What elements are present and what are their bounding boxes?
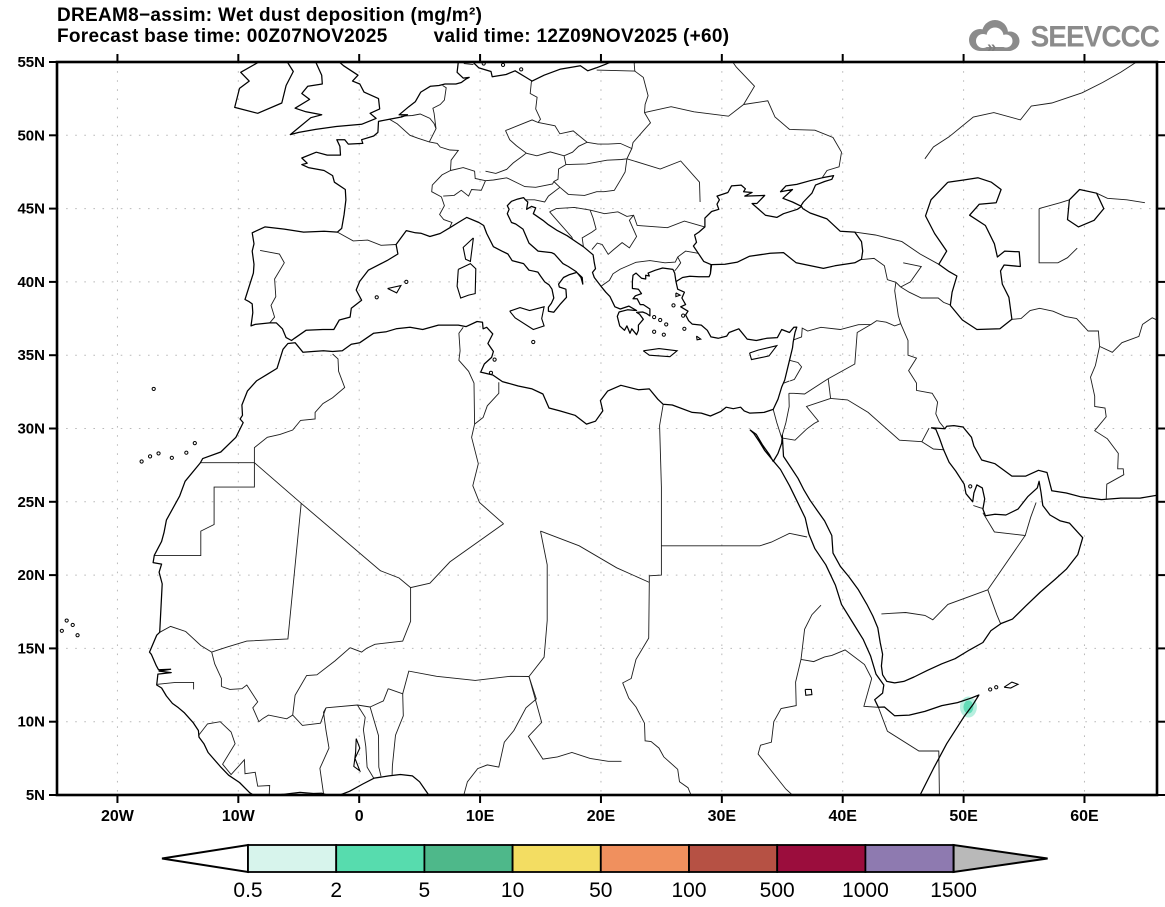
- y-axis-tick-label: 40N: [17, 274, 45, 291]
- x-axis-tick-label: 60E: [1070, 808, 1099, 825]
- x-axis-tick-label: 20E: [587, 808, 616, 825]
- colorbar-legend: 0.5 2 5 10 50 100 500 1000 1500: [161, 843, 1048, 902]
- colorbar-segment: [776, 844, 867, 873]
- forecast-base-time: Forecast base time: 00Z07NOV2025: [57, 26, 388, 47]
- colorbar-tick-label: 10: [501, 879, 524, 902]
- colorbar-segment: [247, 844, 338, 873]
- colorbar-segment: [688, 844, 779, 873]
- y-axis-tick-label: 50N: [17, 127, 45, 144]
- colorbar-tick-label: 5: [419, 879, 431, 902]
- colorbar-right-arrow: [952, 843, 1048, 874]
- cloud-icon: »: [968, 20, 1020, 56]
- y-axis-tick-label: 20N: [17, 567, 45, 584]
- y-axis-tick-label: 45N: [17, 201, 45, 218]
- x-axis-tick-label: 30E: [708, 808, 737, 825]
- seevccc-logo: » SEEVCCC: [963, 16, 1160, 58]
- y-axis-tick-label: 25N: [17, 494, 45, 511]
- colorbar-tick-label: 1500: [930, 879, 977, 902]
- colorbar-segment: [864, 844, 955, 873]
- y-axis-tick-label: 30N: [17, 421, 45, 438]
- time-line: Forecast base time: 00Z07NOV2025 valid t…: [57, 26, 729, 47]
- colorbar-tick-label: 2: [330, 879, 342, 902]
- figure-titles: DREAM8−assim: Wet dust deposition (mg/m²…: [57, 5, 729, 47]
- y-axis-tick-label: 55N: [17, 54, 45, 71]
- colorbar-segment: [423, 844, 514, 873]
- colorbar-segment: [511, 844, 602, 873]
- chevron-glyph: »: [987, 37, 996, 56]
- axis-labels: 20W 10W 0 10E 20E 30E 40E 50E 60E 55N 50N 45N 40N 35N…: [17, 54, 1099, 825]
- x-axis-tick-label: 0: [355, 808, 364, 825]
- colorbar-tick-label: 1000: [842, 879, 889, 902]
- y-axis-tick-label: 5N: [26, 787, 45, 804]
- colorbar-tick-label: 0.5: [233, 879, 262, 902]
- y-axis-tick-label: 10N: [17, 714, 45, 731]
- colorbar-left-arrow: [161, 843, 249, 874]
- logo-text: SEEVCCC: [1030, 20, 1160, 53]
- dust-deposition-spot: [959, 696, 977, 718]
- axis-ticks: [49, 54, 1165, 803]
- valid-time: valid time: 12Z09NOV2025 (+60): [433, 26, 730, 47]
- x-axis-tick-label: 40E: [828, 808, 857, 825]
- y-axis-tick-label: 35N: [17, 347, 45, 364]
- map-area: [57, 62, 1157, 795]
- colorbar-tick-label: 500: [760, 879, 795, 902]
- page-title: DREAM8−assim: Wet dust deposition (mg/m²…: [57, 5, 483, 26]
- x-axis-tick-label: 50E: [949, 808, 978, 825]
- x-axis-tick-label: 10E: [466, 808, 495, 825]
- country-borders: [154, 62, 1157, 795]
- coastlines: [59, 62, 1157, 795]
- x-axis-tick-label: 20W: [101, 808, 135, 825]
- y-axis-tick-label: 15N: [17, 640, 45, 657]
- colorbar-tick-label: 100: [671, 879, 706, 902]
- graticule: [57, 62, 1157, 795]
- x-axis-tick-label: 10W: [222, 808, 256, 825]
- colorbar-tick-label: 50: [589, 879, 612, 902]
- colorbar-segment: [335, 844, 426, 873]
- colorbar-segment: [599, 844, 690, 873]
